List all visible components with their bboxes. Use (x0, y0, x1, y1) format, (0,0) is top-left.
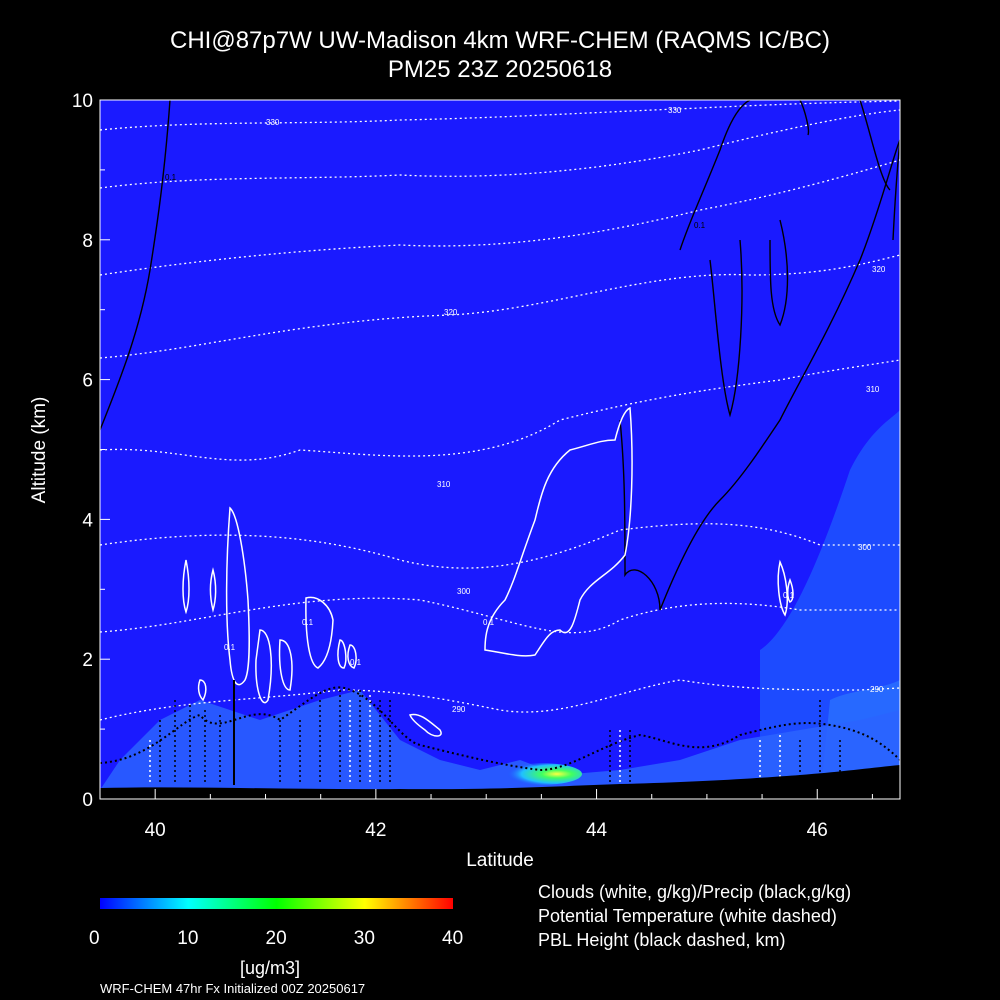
pm25-hotspot (498, 763, 582, 785)
x-axis: 40 42 44 46 (145, 789, 873, 841)
theta-label: 330 (668, 106, 682, 115)
legend-theta: Potential Temperature (white dashed) (538, 906, 837, 926)
colorbar-units: [ug/m3] (240, 958, 301, 978)
chart-subtitle: PM25 23Z 20250618 (387, 56, 613, 83)
x-tick-label: 40 (145, 820, 166, 841)
colorbar-tick-label: 10 (177, 928, 199, 949)
legend-pbl: PBL Height (black dashed, km) (538, 930, 786, 950)
colorbar (100, 898, 453, 909)
cloud-label: 0.1 (483, 618, 495, 627)
x-tick-label: 42 (365, 820, 386, 841)
theta-label: 320 (872, 265, 886, 274)
y-tick-label: 2 (82, 650, 93, 671)
colorbar-tick-label: 0 (89, 928, 100, 949)
colorbar-tick-label: 30 (353, 928, 375, 949)
y-tick-label: 6 (82, 371, 93, 392)
theta-label: 330 (266, 118, 280, 127)
x-tick-label: 46 (807, 820, 828, 841)
cloud-contours (182, 406, 794, 737)
colorbar-tick-label: 20 (265, 928, 287, 949)
colorbar-tick-label: 40 (442, 928, 464, 949)
theta-label: 290 (870, 685, 884, 694)
y-tick-label: 8 (82, 231, 93, 252)
lowlevel-cloud-columns (149, 690, 841, 785)
chart-title: CHI@87p7W UW-Madison 4km WRF-CHEM (RAQMS… (170, 27, 830, 54)
theta-label: 300 (858, 543, 872, 552)
x-axis-label: Latitude (466, 850, 534, 871)
theta-label: 320 (444, 308, 458, 317)
pbl-height-line (100, 686, 900, 772)
theta-label: 290 (452, 705, 466, 714)
theta-label: 310 (437, 480, 451, 489)
y-axis: 0 2 4 6 8 10 (72, 91, 110, 811)
x-tick-label: 44 (586, 820, 608, 841)
cloud-label: 0.1 (302, 618, 314, 627)
footer-text: WRF-CHEM 47hr Fx Initialized 00Z 2025061… (100, 981, 366, 996)
y-tick-label: 10 (72, 91, 93, 112)
theta-label: 310 (866, 385, 880, 394)
y-tick-label: 4 (82, 510, 93, 531)
precip-label: 0.1 (165, 173, 177, 182)
potential-temperature-contours (100, 100, 900, 721)
precip-label: 0.1 (694, 221, 706, 230)
terrain (100, 765, 900, 799)
theta-label: 300 (457, 587, 471, 596)
cloud-label: 0.1 (350, 658, 362, 667)
legend-clouds: Clouds (white, g/kg)/Precip (black,g/kg) (538, 882, 852, 902)
y-tick-label: 0 (82, 790, 93, 811)
precip-contours (100, 100, 900, 611)
cloud-label: 0.1 (224, 643, 236, 652)
contour-labels: 330 330 320 320 310 310 300 300 290 290 … (165, 106, 886, 714)
y-axis-label: Altitude (km) (29, 397, 50, 504)
cloud-label: 0.1 (783, 591, 795, 600)
